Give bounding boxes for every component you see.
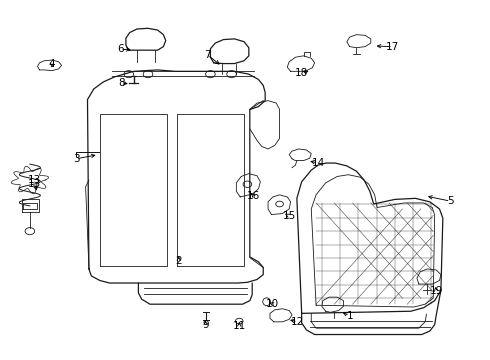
Text: 3: 3 <box>73 154 79 164</box>
Text: 8: 8 <box>118 78 124 88</box>
Text: 4: 4 <box>49 59 55 68</box>
Text: 9: 9 <box>202 320 209 330</box>
Text: 10: 10 <box>266 299 279 309</box>
Text: 6: 6 <box>117 45 123 54</box>
Text: 17: 17 <box>386 42 399 51</box>
Text: 5: 5 <box>447 196 454 206</box>
Text: 12: 12 <box>291 317 304 327</box>
Text: 7: 7 <box>204 50 211 60</box>
Text: 18: 18 <box>295 68 308 78</box>
Text: 14: 14 <box>311 158 324 168</box>
Text: 11: 11 <box>233 321 246 332</box>
Text: 16: 16 <box>247 191 260 201</box>
Text: 19: 19 <box>430 286 443 296</box>
Text: 15: 15 <box>283 211 296 221</box>
Text: 13: 13 <box>28 175 41 185</box>
Text: 2: 2 <box>175 256 182 266</box>
Text: 1: 1 <box>346 311 353 321</box>
Text: 13: 13 <box>28 179 41 189</box>
